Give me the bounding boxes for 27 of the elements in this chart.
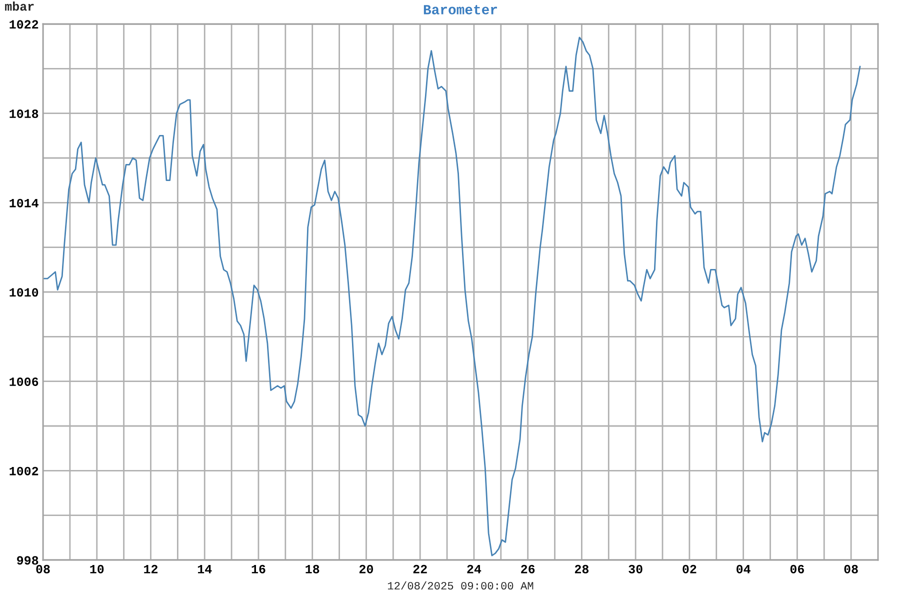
chart-title: Barometer — [424, 5, 497, 14]
x-axis-title: 12/08/2025 09:00:00 AM — [388, 581, 534, 590]
x-tick-label: 20 — [359, 564, 374, 574]
y-tick-label: 1014 — [10, 198, 38, 208]
x-tick-label: 16 — [252, 564, 266, 574]
y-tick-label: 1010 — [10, 288, 38, 297]
y-tick-label: 1022 — [10, 20, 38, 29]
x-tick-label: 08 — [36, 564, 50, 574]
x-tick-label: 28 — [574, 564, 589, 574]
y-tick-label: 1018 — [10, 110, 38, 118]
y-tick-label: 1002 — [10, 466, 38, 476]
x-tick-label: 26 — [521, 564, 535, 574]
y-axis-title: mbar — [5, 2, 34, 11]
x-tick-label: 30 — [628, 564, 642, 574]
x-tick-label: 24 — [467, 564, 482, 574]
x-tick-label: 06 — [790, 564, 804, 574]
y-tick-label: 998 — [17, 556, 38, 565]
x-tick-label: 22 — [413, 564, 427, 574]
line-series — [43, 36, 861, 556]
x-tick-label: 04 — [736, 564, 750, 574]
x-tick-label: 14 — [198, 564, 212, 574]
y-tick-label: 1006 — [10, 378, 38, 386]
x-tick-label: 02 — [682, 564, 696, 574]
x-tick-label: 10 — [90, 564, 104, 574]
x-tick-label: 18 — [306, 564, 320, 574]
x-tick-label: 12 — [144, 564, 158, 574]
x-tick-label: 08 — [844, 564, 858, 574]
